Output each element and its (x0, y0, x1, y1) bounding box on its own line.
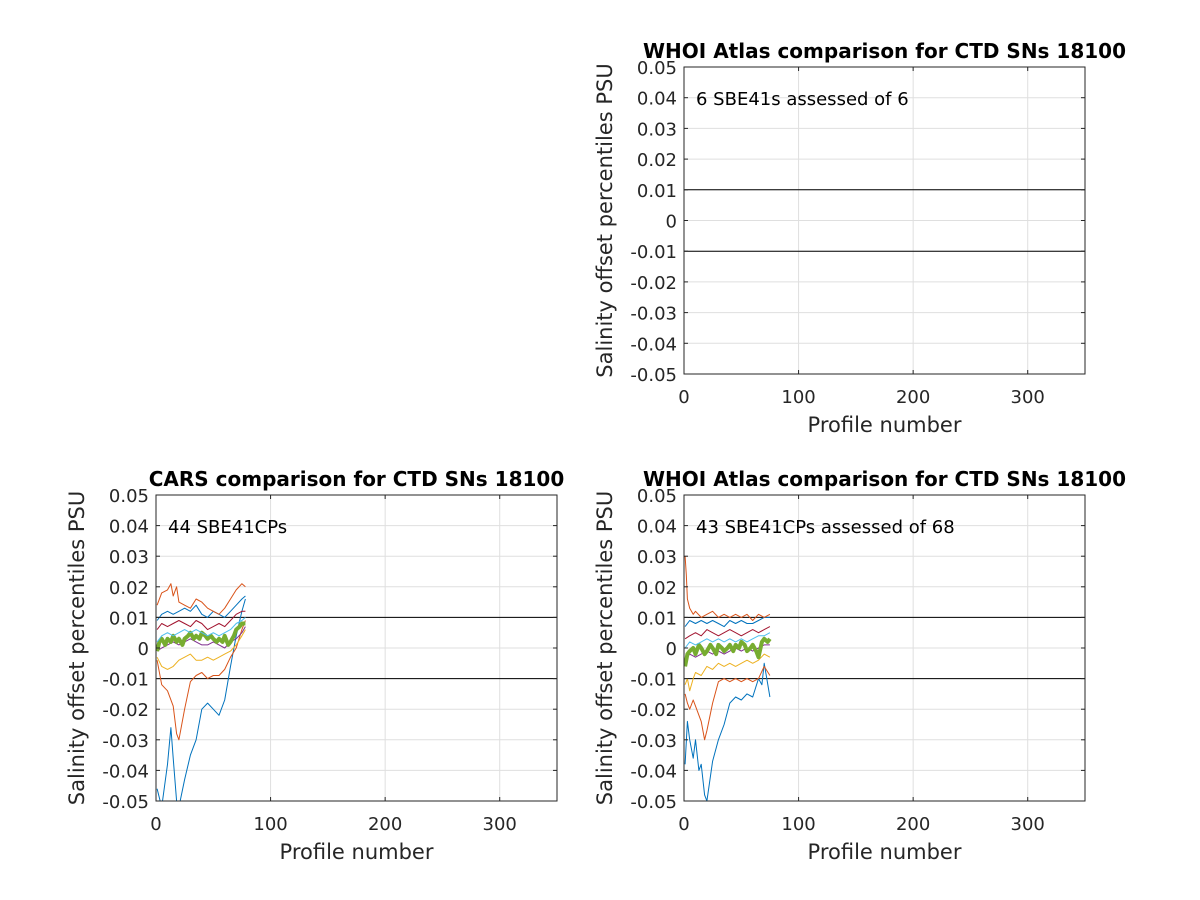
y-axis-label: Salinity offset percentiles PSU (65, 491, 89, 805)
x-tick-label: 100 (781, 387, 815, 408)
y-tick-label: 0.04 (637, 89, 677, 110)
x-tick-label: 200 (896, 814, 930, 835)
series-line-97-5th-percentile (156, 583, 246, 615)
y-tick-label: -0.01 (630, 670, 677, 691)
y-tick-label: 0.03 (109, 547, 149, 568)
x-tick-label: 300 (1011, 387, 1045, 408)
x-tick-label: 0 (150, 814, 161, 835)
y-tick-label: 0.04 (637, 517, 677, 538)
y-tick-label: 0.02 (109, 578, 149, 599)
y-tick-label: -0.02 (102, 700, 149, 721)
y-tick-label: 0.04 (109, 517, 149, 538)
x-tick-label: 100 (781, 814, 815, 835)
series-group (684, 556, 772, 801)
y-tick-label: -0.02 (630, 273, 677, 294)
chart-title: WHOI Atlas comparison for CTD SNs 18100 (643, 467, 1126, 491)
y-tick-label: 0 (666, 212, 677, 233)
y-tick-label: 0.03 (637, 119, 677, 140)
y-tick-label: 0.05 (637, 486, 677, 507)
series-line-75th-percentile (156, 610, 246, 631)
series-group (156, 583, 246, 801)
y-tick-label: 0.03 (637, 547, 677, 568)
y-tick-label: 0.01 (637, 608, 677, 629)
y-tick-label: -0.03 (102, 731, 149, 752)
y-tick-label: -0.05 (102, 792, 149, 813)
x-axis-label: Profile number (808, 840, 962, 864)
y-axis-label: Salinity offset percentiles PSU (593, 491, 617, 805)
series-line-median (684, 636, 772, 667)
y-tick-label: -0.04 (102, 761, 149, 782)
y-tick-label: 0.02 (637, 578, 677, 599)
y-tick-label: 0 (666, 639, 677, 660)
y-tick-label: 0 (138, 639, 149, 660)
chart-annotation: 43 SBE41CPs assessed of 68 (696, 517, 955, 538)
x-tick-label: 0 (678, 387, 689, 408)
y-tick-label: -0.01 (630, 242, 677, 263)
series-line-10th-percentile (684, 665, 771, 741)
y-tick-label: -0.02 (630, 700, 677, 721)
y-tick-label: -0.04 (630, 761, 677, 782)
chart-panel-1: 0 100 200 300 0.05 0.04 0.03 0.02 0.01 0 -0.01 -0.0… (593, 39, 1126, 437)
x-tick-label: 0 (678, 814, 689, 835)
x-tick-label: 200 (896, 387, 930, 408)
x-tick-label: 200 (368, 814, 402, 835)
series-line-90th-percentile (156, 595, 246, 621)
chart-annotation: 6 SBE41s assessed of 6 (696, 89, 909, 110)
series-line-10th-percentile (156, 620, 246, 741)
series-line-median (156, 621, 246, 652)
y-tick-label: -0.04 (630, 334, 677, 355)
chart-panel-3: 0 100 200 300 0.05 0.04 0.03 0.02 0.01 0 -0.01 -0.0… (593, 467, 1126, 864)
x-tick-label: 300 (483, 814, 517, 835)
y-tick-label: 0.05 (109, 486, 149, 507)
x-axis-label: Profile number (808, 413, 962, 437)
series-line-25th-percentile (684, 653, 771, 692)
y-tick-label: 0.01 (637, 181, 677, 202)
y-tick-label: 0.02 (637, 150, 677, 171)
series-line-75th-percentile (684, 626, 771, 640)
chart-title: CARS comparison for CTD SNs 18100 (149, 467, 564, 491)
series-line-25th-percentile (156, 629, 246, 670)
chart-panel-2: 0 100 200 300 0.05 0.04 0.03 0.02 0.01 0 -0.01 -0.0… (65, 467, 564, 864)
y-axis-label: Salinity offset percentiles PSU (593, 63, 617, 377)
chart-title: WHOI Atlas comparison for CTD SNs 18100 (643, 39, 1126, 63)
y-tick-label: -0.05 (630, 365, 677, 386)
x-tick-label: 300 (1011, 814, 1045, 835)
y-tick-label: 0.05 (637, 58, 677, 79)
x-tick-label: 100 (253, 814, 287, 835)
series-line-97-5th-percentile (684, 556, 771, 621)
y-tick-label: -0.01 (102, 670, 149, 691)
y-tick-label: 0.01 (109, 608, 149, 629)
series-line-90th-percentile (684, 616, 770, 628)
series-line-60th-percentile (156, 617, 246, 643)
chart-annotation: 44 SBE41CPs (168, 517, 287, 538)
y-tick-label: -0.03 (630, 731, 677, 752)
series-line-2-5th-percentile (156, 598, 246, 801)
y-tick-label: -0.03 (630, 304, 677, 325)
y-tick-label: -0.05 (630, 792, 677, 813)
series-line-2-5th-percentile (684, 662, 771, 801)
series-line-60th-percentile (684, 632, 771, 649)
x-axis-label: Profile number (280, 840, 434, 864)
